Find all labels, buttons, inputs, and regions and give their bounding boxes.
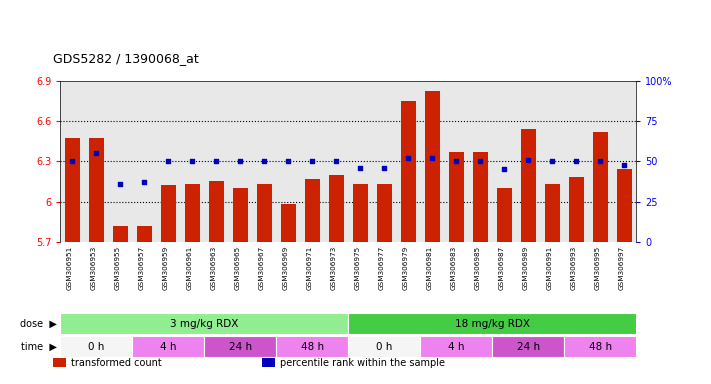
Bar	[569, 177, 584, 242]
Text: GSM306969: GSM306969	[282, 245, 289, 290]
Point	[594, 158, 606, 164]
Point	[331, 158, 342, 164]
Text: 48 h: 48 h	[301, 341, 324, 352]
Text: GSM306965: GSM306965	[235, 245, 240, 290]
Bar	[420, 336, 493, 357]
Bar	[185, 184, 201, 242]
Text: GSM306981: GSM306981	[427, 245, 432, 290]
Text: GSM306971: GSM306971	[306, 245, 312, 290]
Point	[619, 161, 630, 167]
Point	[571, 158, 582, 164]
Bar	[232, 188, 248, 242]
Bar	[89, 139, 105, 242]
Bar	[592, 132, 608, 242]
Text: GSM306957: GSM306957	[139, 245, 144, 290]
Bar	[377, 184, 392, 242]
Bar	[473, 152, 488, 242]
Point	[114, 181, 126, 187]
Point	[498, 166, 510, 172]
Bar	[493, 336, 565, 357]
Text: 18 mg/kg RDX: 18 mg/kg RDX	[455, 318, 530, 329]
Bar	[277, 336, 348, 357]
Bar	[304, 179, 320, 242]
Text: GSM306987: GSM306987	[498, 245, 504, 290]
Point	[427, 155, 438, 161]
Text: GSM306963: GSM306963	[210, 245, 216, 290]
Bar	[496, 188, 512, 242]
Point	[379, 165, 390, 171]
Text: GSM306985: GSM306985	[474, 245, 481, 290]
Bar	[400, 101, 416, 242]
Text: 4 h: 4 h	[448, 341, 464, 352]
Point	[235, 158, 246, 164]
Point	[67, 158, 78, 164]
Bar	[161, 185, 176, 242]
Text: GSM306991: GSM306991	[546, 245, 552, 290]
Bar	[565, 336, 636, 357]
Text: GSM306951: GSM306951	[66, 245, 73, 290]
Text: GSM306993: GSM306993	[570, 245, 577, 290]
Bar	[328, 175, 344, 242]
Bar	[449, 152, 464, 242]
Bar	[60, 313, 348, 334]
Bar	[353, 184, 368, 242]
Point	[139, 179, 150, 185]
Point	[259, 158, 270, 164]
Point	[547, 158, 558, 164]
Bar	[348, 336, 420, 357]
Point	[475, 158, 486, 164]
Point	[91, 150, 102, 156]
Point	[402, 155, 414, 161]
Text: transformed count: transformed count	[71, 358, 161, 368]
Text: 48 h: 48 h	[589, 341, 612, 352]
Bar	[262, 358, 274, 367]
Point	[210, 158, 222, 164]
Text: GSM306997: GSM306997	[619, 245, 624, 290]
Bar	[545, 184, 560, 242]
Point	[451, 158, 462, 164]
Text: GSM306983: GSM306983	[450, 245, 456, 290]
Text: GSM306979: GSM306979	[402, 245, 408, 290]
Text: 24 h: 24 h	[229, 341, 252, 352]
Text: 0 h: 0 h	[88, 341, 105, 352]
Text: GDS5282 / 1390068_at: GDS5282 / 1390068_at	[53, 52, 199, 65]
Bar	[112, 226, 128, 242]
Bar	[257, 184, 272, 242]
Point	[523, 157, 534, 163]
Bar	[137, 226, 152, 242]
Point	[355, 165, 366, 171]
Bar	[205, 336, 277, 357]
Text: GSM306967: GSM306967	[258, 245, 264, 290]
Point	[163, 158, 174, 164]
Point	[187, 158, 198, 164]
Bar	[616, 169, 632, 242]
Point	[283, 158, 294, 164]
Bar	[53, 358, 66, 367]
Text: percentile rank within the sample: percentile rank within the sample	[279, 358, 445, 368]
Text: GSM306961: GSM306961	[186, 245, 193, 290]
Text: GSM306989: GSM306989	[523, 245, 528, 290]
Text: GSM306959: GSM306959	[162, 245, 169, 290]
Bar	[348, 313, 636, 334]
Bar	[60, 336, 132, 357]
Text: GSM306977: GSM306977	[378, 245, 385, 290]
Text: GSM306973: GSM306973	[331, 245, 336, 290]
Text: 0 h: 0 h	[376, 341, 392, 352]
Text: 4 h: 4 h	[160, 341, 176, 352]
Text: GSM306955: GSM306955	[114, 245, 120, 290]
Bar	[132, 336, 205, 357]
Bar	[520, 129, 536, 242]
Bar	[65, 139, 80, 242]
Text: GSM306995: GSM306995	[594, 245, 600, 290]
Text: time  ▶: time ▶	[21, 341, 57, 352]
Bar	[281, 204, 296, 242]
Text: dose  ▶: dose ▶	[20, 318, 57, 329]
Text: GSM306975: GSM306975	[354, 245, 360, 290]
Text: 3 mg/kg RDX: 3 mg/kg RDX	[170, 318, 239, 329]
Bar	[424, 91, 440, 242]
Bar	[208, 182, 224, 242]
Text: GSM306953: GSM306953	[90, 245, 97, 290]
Text: 24 h: 24 h	[517, 341, 540, 352]
Point	[306, 158, 318, 164]
